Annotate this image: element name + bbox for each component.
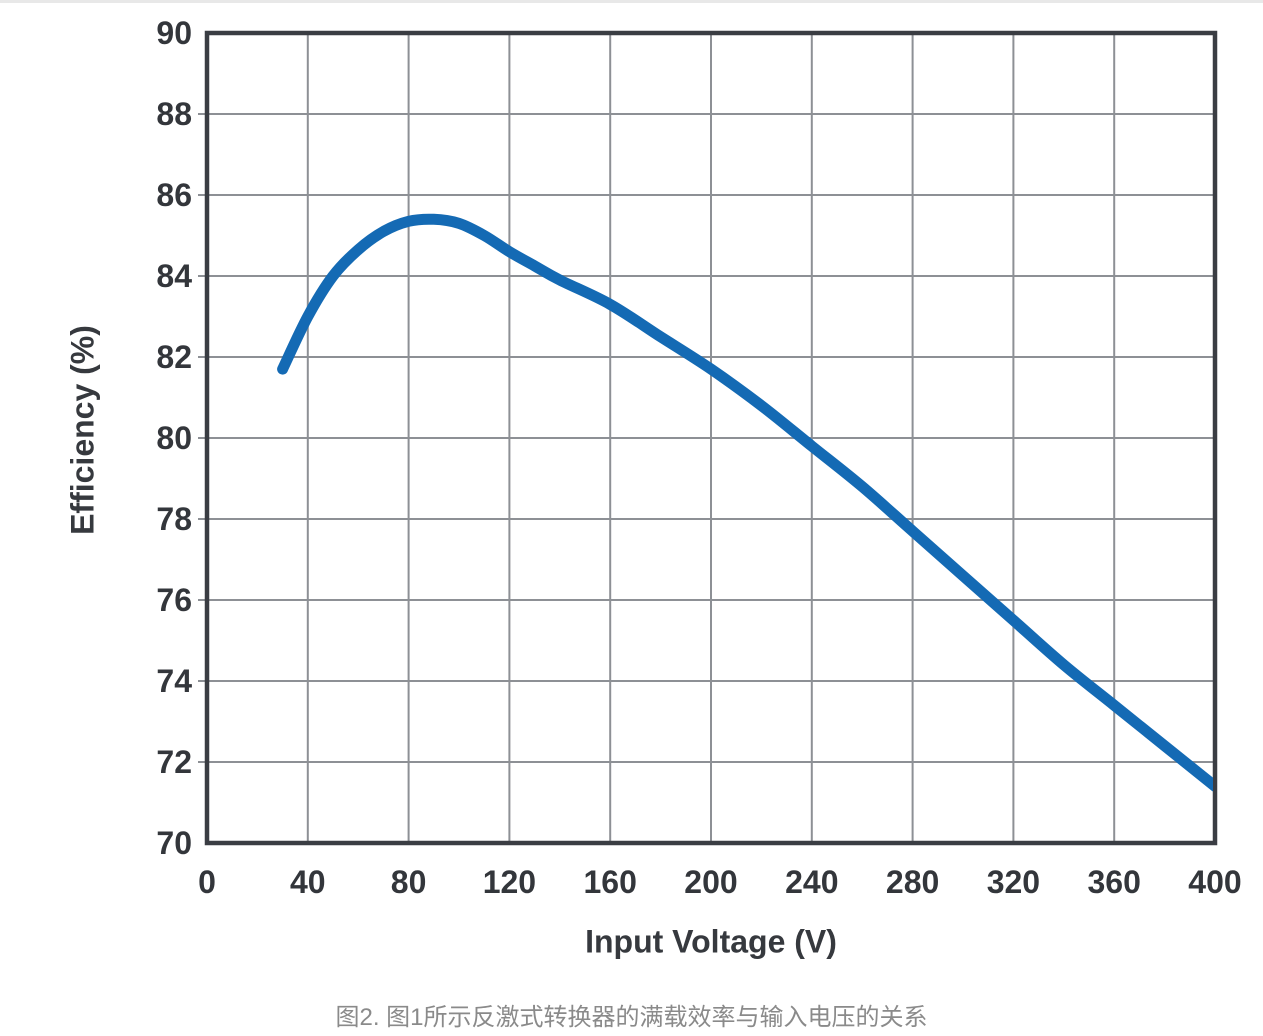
y-tick-label: 76 [156, 582, 192, 618]
x-axis-label: Input Voltage (V) [585, 923, 837, 960]
y-axis-label: Efficiency (%) [64, 325, 101, 535]
x-tick-label: 360 [1088, 864, 1141, 900]
x-tick-label: 80 [391, 864, 427, 900]
y-tick-label: 86 [156, 177, 192, 213]
y-tick-label: 88 [156, 96, 192, 132]
y-tick-label: 70 [156, 825, 192, 861]
figure-caption: 图2. 图1所示反激式转换器的满载效率与输入电压的关系 [335, 1004, 928, 1031]
x-tick-label: 200 [684, 864, 737, 900]
x-tick-label: 280 [886, 864, 939, 900]
x-tick-label: 120 [483, 864, 536, 900]
y-tick-label: 80 [156, 420, 192, 456]
y-tick-label: 72 [156, 744, 192, 780]
x-tick-label: 240 [785, 864, 838, 900]
x-tick-label: 400 [1188, 864, 1241, 900]
y-tick-label: 74 [156, 663, 192, 699]
efficiency-curve [277, 213, 1213, 792]
x-tick-label: 40 [290, 864, 326, 900]
x-tick-label: 0 [198, 864, 216, 900]
plot-frame [204, 30, 1218, 846]
x-tick-label: 160 [584, 864, 637, 900]
y-tick-label: 82 [156, 339, 192, 375]
x-tick-label: 320 [987, 864, 1040, 900]
image-top-border [0, 0, 1263, 3]
y-tick-label: 78 [156, 501, 192, 537]
y-tick-label: 90 [156, 15, 192, 51]
y-tick-label: 84 [156, 258, 192, 294]
